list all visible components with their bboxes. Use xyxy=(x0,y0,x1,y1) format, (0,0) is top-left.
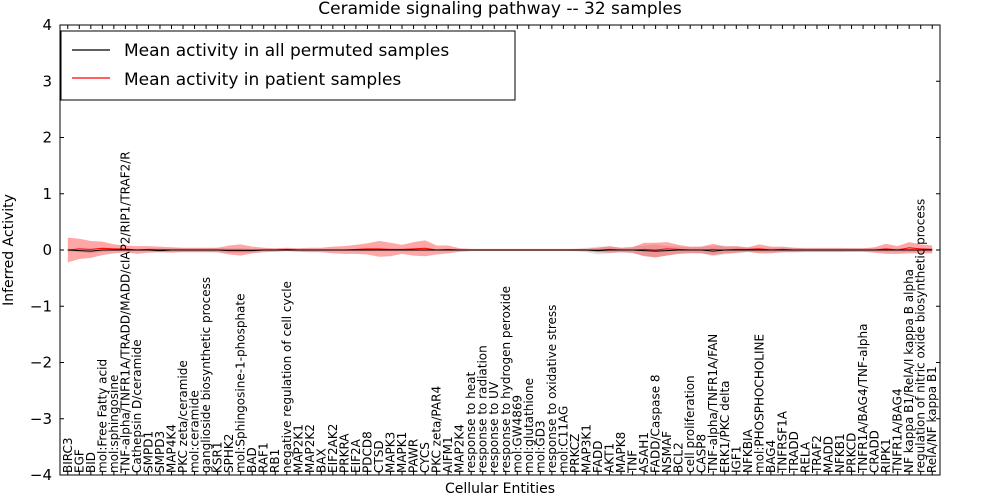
x-tick-label: RIPK1 xyxy=(879,438,893,473)
legend-box xyxy=(60,30,516,101)
lines-layer xyxy=(67,247,933,252)
x-tick-label: PRKRA xyxy=(337,433,351,473)
x-tick-label: BAD xyxy=(245,447,259,473)
x-tick-label: NFKBIA xyxy=(741,428,755,473)
x-tick-label: mol:GW4869 xyxy=(510,395,524,473)
x-tick-label: BIRC3 xyxy=(61,437,75,473)
legend-label-permuted: Mean activity in all permuted samples xyxy=(124,41,449,61)
x-tick-label: TRAF2 xyxy=(810,435,824,474)
x-tick-label: PRKCD xyxy=(845,433,859,473)
x-tick-label: MAP2K2 xyxy=(303,424,317,473)
x-tick-label: AKT1 xyxy=(603,443,617,473)
x-tick-label: MAPK1 xyxy=(395,432,409,473)
x-tick-label: cell proliferation xyxy=(683,375,697,473)
x-tick-label: SMPD1 xyxy=(141,431,155,473)
x-tick-label: ganglioside biosynthetic process xyxy=(199,277,213,473)
x-tick-label: KSR1 xyxy=(211,442,225,473)
x-tick-label: PKC zeta/ceramide xyxy=(176,360,190,473)
band-series-0 xyxy=(67,244,933,258)
x-tick-label: mol:sphingosine xyxy=(107,375,121,473)
x-tick-label: MAPK3 xyxy=(384,432,398,473)
x-tick-label: RAF1 xyxy=(257,442,271,473)
x-tick-label: response to heat xyxy=(464,371,478,473)
x-tick-label: SMPD3 xyxy=(153,431,167,473)
x-tick-label: ASAH1 xyxy=(637,432,651,473)
x-tick-label: CTSD xyxy=(372,440,386,473)
x-tick-label: response to UV xyxy=(487,381,501,473)
x-tick-label: BAX xyxy=(314,448,328,473)
x-tick-label: TNFRSF1A xyxy=(775,410,789,474)
x-tick-label: RB1 xyxy=(268,449,282,473)
x-tick-label: NSMAF xyxy=(660,431,674,473)
x-tick-label: TNF xyxy=(626,450,640,474)
x-tick-label: Cathepsin D/ceramide xyxy=(130,339,144,473)
x-tick-label: ERK1/PKC delta xyxy=(718,380,732,473)
x-tick-label: AIFM1 xyxy=(441,436,455,473)
legend-label-patient: Mean activity in patient samples xyxy=(124,70,401,90)
x-tick-label: TNFR1A/BAG4/TNF-alpha xyxy=(856,324,870,474)
x-tick-label: mol:Free Fatty acid xyxy=(95,359,109,473)
x-tick-label: MAP2K4 xyxy=(453,424,467,473)
x-tick-label: mol:PHOSPHOCHOLINE xyxy=(752,334,766,473)
x-tick-label: RelA/NF kappa B1 xyxy=(925,366,939,473)
x-tick-label: regulation of nitric oxide biosynthetic … xyxy=(914,199,928,473)
x-tick-label: PDCD8 xyxy=(360,431,374,473)
x-tick-label: negative regulation of cell cycle xyxy=(280,281,294,473)
x-tick-label: RELA xyxy=(798,441,812,473)
x-tick-label: NF kappa B1/RelA/I kappa B alpha xyxy=(902,269,916,473)
y-tick-label: 2 xyxy=(42,129,52,147)
x-tick-label: response to radiation xyxy=(476,345,490,473)
x-tick-label: FADD xyxy=(591,441,605,474)
y-tick-label: 0 xyxy=(42,241,52,259)
y-axis-label: Inferred Activity xyxy=(1,194,17,306)
y-axis: −4 −3 −2 −1 0 1 2 3 4 xyxy=(30,16,940,484)
x-tick-label: EGF xyxy=(72,449,86,473)
x-tick-label: NFKB1 xyxy=(833,433,847,473)
y-tick-label: 1 xyxy=(42,185,52,203)
x-tick-label: BAG4 xyxy=(764,440,778,473)
x-tick-label: MAP4K4 xyxy=(165,424,179,473)
x-tick-label: PAWR xyxy=(407,439,421,473)
x-tick-label: MAP3K1 xyxy=(579,424,593,473)
y-tick-label: 4 xyxy=(42,16,52,34)
x-tick-label: response to hydrogen peroxide xyxy=(499,286,513,473)
x-tick-label: response to oxidative stress xyxy=(545,305,559,473)
x-tick-label: TRADD xyxy=(787,431,801,474)
x-tick-label: TNF-alpha/TNFR1A/FAN xyxy=(706,334,720,474)
x-tick-label: MAP2K1 xyxy=(291,424,305,473)
x-tick-label: MAPK8 xyxy=(614,432,628,473)
x-tick-label: MADD xyxy=(822,436,836,473)
x-tick-label: CASP8 xyxy=(695,434,709,473)
x-tick-label: BID xyxy=(84,452,98,473)
x-tick-label: FADD/Caspase 8 xyxy=(649,374,663,473)
line-series-0 xyxy=(67,249,933,252)
y-tick-label: −1 xyxy=(30,297,52,315)
y-tick-label: −4 xyxy=(30,466,52,484)
x-tick-label: mol:Sphingosine-1-phosphate xyxy=(234,294,248,474)
x-tick-label: SPHK2 xyxy=(222,434,236,473)
x-tick-label: mol:GD3 xyxy=(533,420,547,473)
x-tick-label: BCL2 xyxy=(672,442,686,473)
x-tick-label: CYCS xyxy=(418,442,432,473)
legend: Mean activity in all permuted samples Me… xyxy=(60,30,516,101)
x-tick-label: EIF2AK2 xyxy=(326,424,340,473)
y-tick-label: 3 xyxy=(42,72,52,90)
x-tick-label: PKC zeta/PAR4 xyxy=(430,386,444,473)
x-tick-label: mol:C11AG xyxy=(556,406,570,473)
x-axis-label: Cellular Entities xyxy=(445,481,555,497)
x-tick-label: TNF-alpha/TNFR1A/TRADD/MADD/cIAP2/RIP1/T… xyxy=(118,151,132,474)
x-tick-label: EIF2A xyxy=(349,438,363,473)
y-tick-label: −2 xyxy=(30,354,52,372)
y-tick-label: −3 xyxy=(30,410,52,428)
x-tick-label: IGF1 xyxy=(729,446,743,473)
x-tick-label: PRKCZ xyxy=(568,434,582,473)
x-tick-label: mol:glutathione xyxy=(522,378,536,473)
chart-title: Ceramide signaling pathway -- 32 samples xyxy=(318,0,682,19)
x-tick-label: mol:ceramide xyxy=(188,390,202,473)
x-tick-label: TNFR1A/BAG4 xyxy=(891,388,905,474)
x-tick-label: CRADD xyxy=(868,430,882,473)
